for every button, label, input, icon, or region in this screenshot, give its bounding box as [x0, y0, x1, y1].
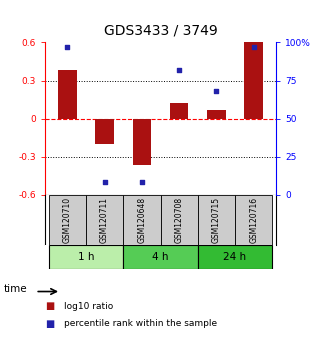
Bar: [123, 195, 160, 245]
Text: GSM120711: GSM120711: [100, 197, 109, 243]
Bar: [133, 119, 151, 165]
Point: [102, 179, 107, 185]
Text: ■: ■: [45, 319, 54, 329]
Point: [177, 67, 182, 73]
Bar: [49, 245, 123, 269]
Text: time: time: [3, 284, 27, 294]
Bar: [95, 119, 114, 144]
Text: 24 h: 24 h: [223, 252, 247, 262]
Text: GSM120710: GSM120710: [63, 197, 72, 243]
Text: log10 ratio: log10 ratio: [64, 302, 113, 311]
Text: GSM120648: GSM120648: [137, 197, 146, 243]
Bar: [198, 195, 235, 245]
Bar: [58, 70, 77, 119]
Bar: [244, 42, 263, 119]
Bar: [49, 195, 86, 245]
Point: [65, 44, 70, 50]
Text: ■: ■: [45, 301, 54, 311]
Text: 4 h: 4 h: [152, 252, 169, 262]
Text: GDS3433 / 3749: GDS3433 / 3749: [104, 23, 217, 37]
Text: percentile rank within the sample: percentile rank within the sample: [64, 319, 217, 329]
Bar: [235, 195, 272, 245]
Bar: [123, 245, 198, 269]
Text: GSM120715: GSM120715: [212, 197, 221, 243]
Bar: [198, 245, 272, 269]
Bar: [207, 110, 226, 119]
Text: GSM120716: GSM120716: [249, 197, 258, 243]
Point: [214, 88, 219, 94]
Text: 1 h: 1 h: [78, 252, 94, 262]
Bar: [170, 103, 188, 119]
Point: [251, 44, 256, 50]
Text: GSM120708: GSM120708: [175, 197, 184, 243]
Bar: [86, 195, 123, 245]
Bar: [160, 195, 198, 245]
Point: [139, 179, 144, 185]
